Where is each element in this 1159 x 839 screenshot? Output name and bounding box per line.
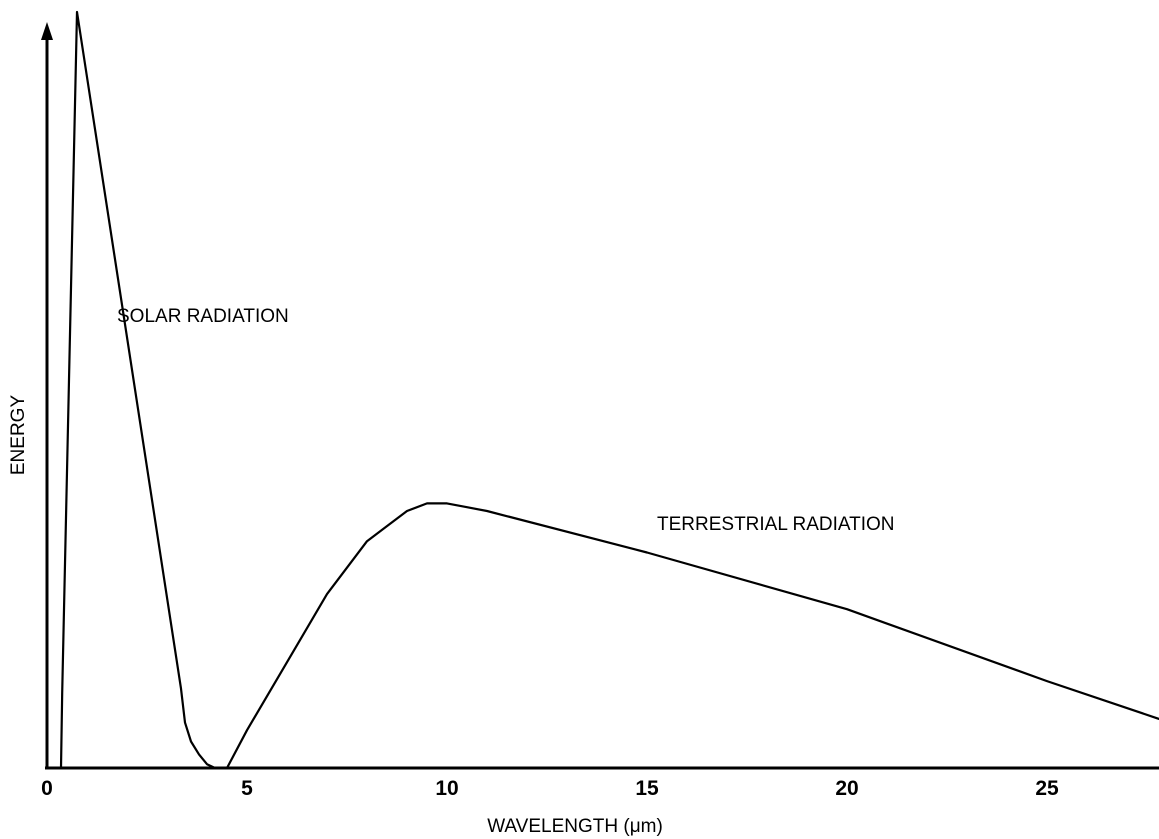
x-tick-labels: 0 5 10 15 20 25: [41, 777, 1059, 800]
x-axis-label: WAVELENGTH (μm): [487, 816, 663, 837]
y-axis-label: ENERGY: [8, 395, 29, 476]
x-tick-label: 15: [635, 777, 659, 800]
x-tick-label: 10: [435, 777, 458, 800]
x-tick-label: 5: [241, 777, 253, 800]
x-tick-label: 20: [835, 777, 858, 800]
annotations: SOLAR RADIATION TERRESTRIAL RADIATION: [117, 306, 895, 535]
radiation-curve-2: [225, 502, 1159, 770]
series-layer: [59, 10, 1159, 770]
x-tick-label: 25: [1035, 777, 1059, 800]
solar-radiation-label: SOLAR RADIATION: [117, 306, 289, 327]
terrestrial-radiation-label: TERRESTRIAL RADIATION: [657, 514, 895, 535]
x-tick-label: 0: [41, 777, 53, 800]
y-axis-arrowhead: [41, 22, 53, 40]
radiation-curve-1: [59, 10, 229, 770]
